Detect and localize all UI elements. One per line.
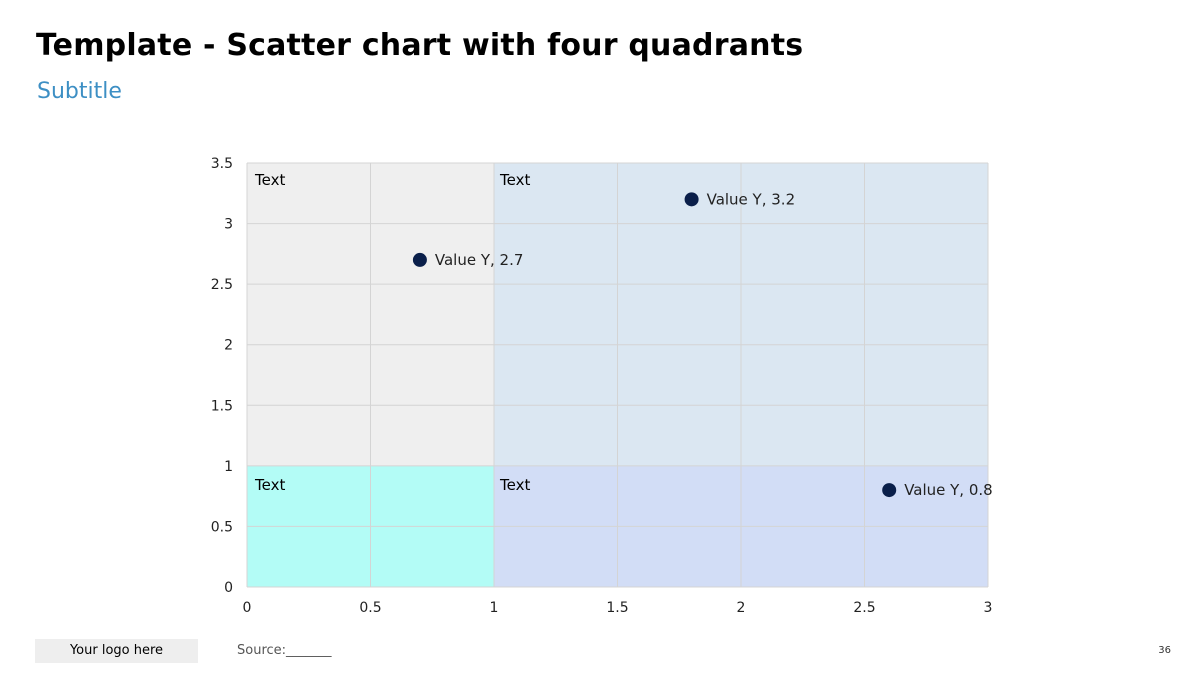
x-tick-label: 2.5 [853, 600, 875, 616]
y-tick-label: 3 [224, 217, 233, 233]
data-point [412, 252, 427, 267]
quadrant-label-top-left: Text [254, 171, 285, 189]
quadrant-label-top-right: Text [499, 171, 530, 189]
data-point [882, 483, 897, 498]
quadrant-label-bottom-right: Text [499, 476, 530, 494]
quadrant-labels: Text Text Text Text [254, 171, 530, 494]
data-point-label: Value Y, 3.2 [707, 190, 796, 208]
page-title: Template - Scatter chart with four quadr… [36, 28, 804, 63]
y-tick-label: 0 [224, 580, 233, 596]
y-tick-label: 1 [224, 459, 233, 475]
data-point-label: Value Y, 2.7 [435, 251, 524, 269]
x-tick-label: 1 [490, 600, 499, 616]
page-subtitle: Subtitle [37, 79, 122, 104]
y-tick-label: 2.5 [211, 277, 233, 293]
data-point [684, 192, 699, 207]
x-tick-label: 2 [737, 600, 746, 616]
y-tick-label: 3.5 [211, 156, 233, 172]
x-tick-label: 0.5 [359, 600, 381, 616]
chart-gridlines [246, 162, 989, 588]
y-axis-ticks: 0 0.5 1 1.5 2 2.5 3 3.5 [211, 156, 233, 596]
data-points: Value Y, 2.7 Value Y, 3.2 Value Y, 0.8 [412, 190, 993, 499]
y-tick-label: 0.5 [211, 519, 233, 535]
logo-placeholder: Your logo here [35, 639, 198, 663]
x-tick-label: 1.5 [606, 600, 628, 616]
quadrant-label-bottom-left: Text [254, 476, 285, 494]
source-note: Source:_______ [237, 643, 332, 658]
x-axis-ticks: 0 0.5 1 1.5 2 2.5 3 [243, 600, 993, 616]
x-tick-label: 0 [243, 600, 252, 616]
y-tick-label: 1.5 [211, 398, 233, 414]
x-tick-label: 3 [984, 600, 993, 616]
data-point-label: Value Y, 0.8 [904, 481, 993, 499]
page-number: 36 [1158, 645, 1171, 656]
y-tick-label: 2 [224, 338, 233, 354]
